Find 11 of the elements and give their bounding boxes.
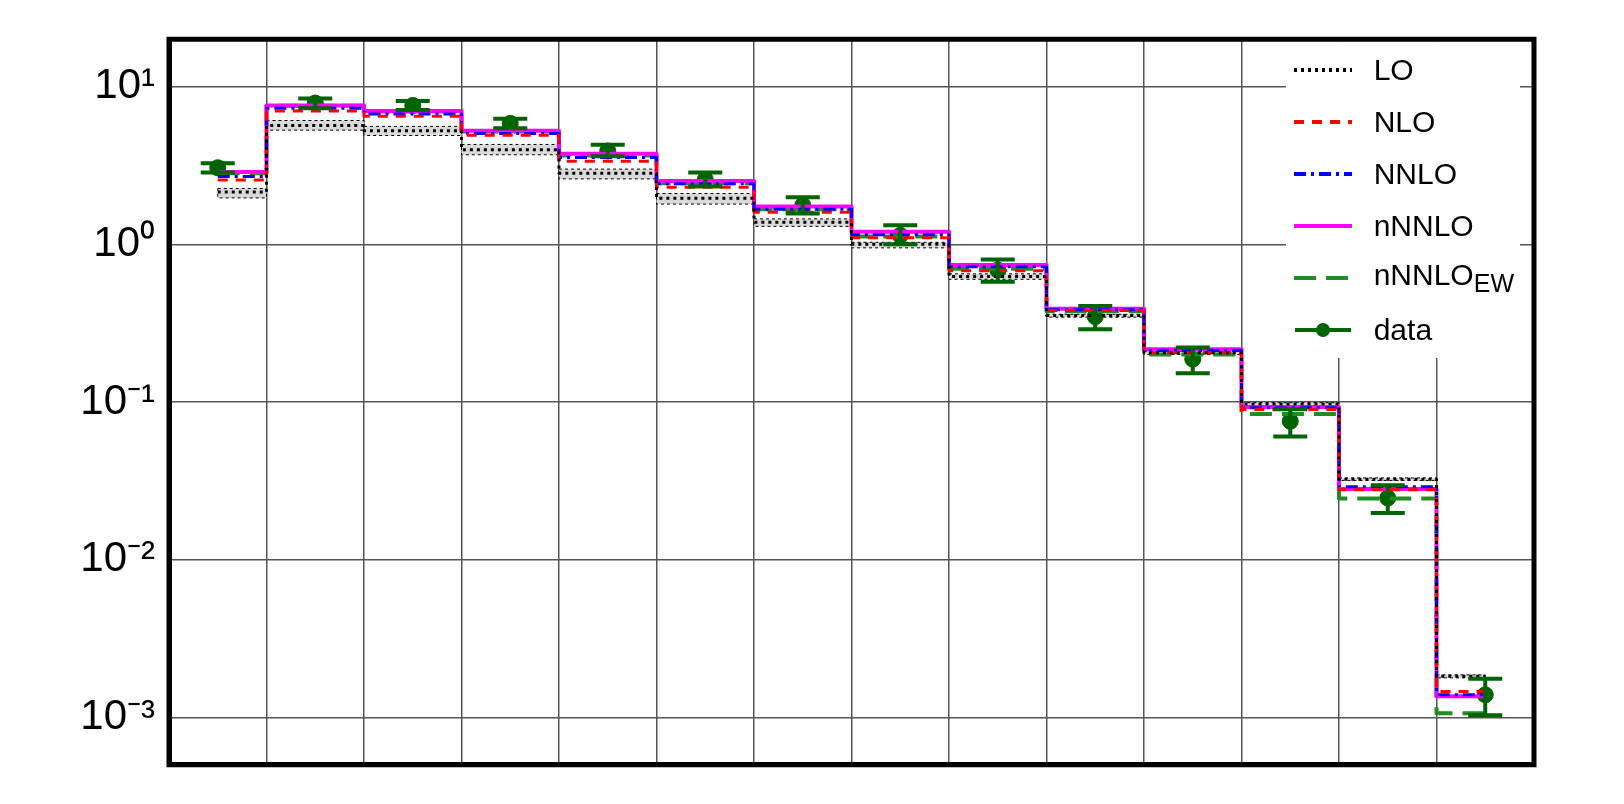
legend-label: NLO <box>1373 105 1436 139</box>
legend-label: data <box>1373 313 1433 347</box>
y-tick-label: 10⁻¹ <box>80 375 156 423</box>
legend-label: LO <box>1373 53 1414 87</box>
legend-label: nNNLO$_{EW}$ <box>1373 258 1514 298</box>
y-tick-label: 10⁰ <box>93 217 155 265</box>
legend-label: nNNLO <box>1373 209 1474 243</box>
y-tick-label: 10¹ <box>94 60 156 108</box>
legend-label: NNLO <box>1373 157 1458 191</box>
y-tick-label: 10⁻² <box>80 533 156 581</box>
y-tick-label: 10⁻³ <box>80 690 156 738</box>
